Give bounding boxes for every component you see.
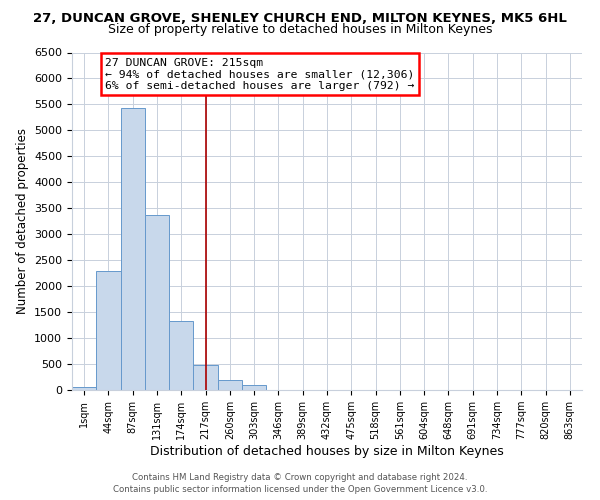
Bar — [218, 380, 242, 390]
Bar — [169, 321, 193, 390]
Text: Size of property relative to detached houses in Milton Keynes: Size of property relative to detached ho… — [108, 22, 492, 36]
Bar — [193, 365, 218, 390]
Text: 27, DUNCAN GROVE, SHENLEY CHURCH END, MILTON KEYNES, MK5 6HL: 27, DUNCAN GROVE, SHENLEY CHURCH END, MI… — [33, 12, 567, 26]
Y-axis label: Number of detached properties: Number of detached properties — [16, 128, 29, 314]
Text: Contains HM Land Registry data © Crown copyright and database right 2024.
Contai: Contains HM Land Registry data © Crown c… — [113, 472, 487, 494]
Bar — [242, 386, 266, 390]
Text: 27 DUNCAN GROVE: 215sqm
← 94% of detached houses are smaller (12,306)
6% of semi: 27 DUNCAN GROVE: 215sqm ← 94% of detache… — [105, 58, 415, 91]
X-axis label: Distribution of detached houses by size in Milton Keynes: Distribution of detached houses by size … — [150, 445, 504, 458]
Bar — [72, 387, 96, 390]
Bar — [145, 214, 169, 390]
Bar — [96, 271, 121, 390]
Bar — [121, 108, 145, 390]
